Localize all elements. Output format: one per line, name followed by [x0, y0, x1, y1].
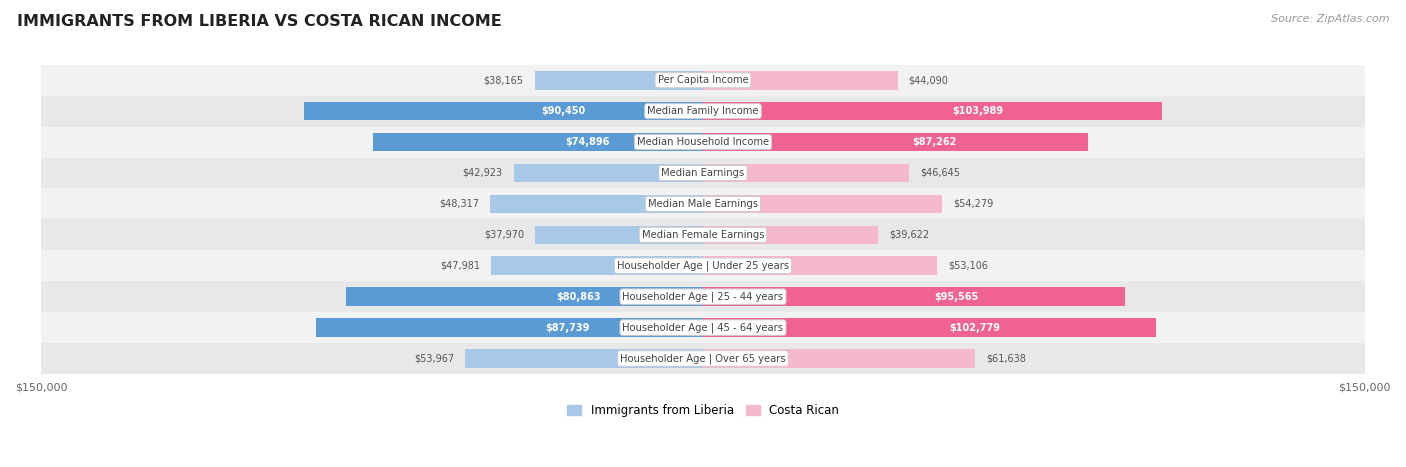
Text: $47,981: $47,981 [440, 261, 481, 271]
Bar [465, 349, 703, 368]
Bar [703, 349, 974, 368]
Bar [316, 318, 703, 337]
Bar [41, 219, 1365, 250]
Bar [536, 226, 703, 244]
Bar [703, 287, 1125, 306]
Text: $95,565: $95,565 [934, 292, 979, 302]
Text: Source: ZipAtlas.com: Source: ZipAtlas.com [1271, 14, 1389, 24]
Text: $80,863: $80,863 [555, 292, 600, 302]
Text: Median Earnings: Median Earnings [661, 168, 745, 178]
Text: Householder Age | 25 - 44 years: Householder Age | 25 - 44 years [623, 291, 783, 302]
Bar [703, 318, 1156, 337]
Bar [703, 102, 1161, 120]
Text: Per Capita Income: Per Capita Income [658, 75, 748, 85]
Bar [703, 256, 938, 275]
Bar [703, 164, 908, 182]
Text: Median Household Income: Median Household Income [637, 137, 769, 147]
Text: IMMIGRANTS FROM LIBERIA VS COSTA RICAN INCOME: IMMIGRANTS FROM LIBERIA VS COSTA RICAN I… [17, 14, 502, 29]
Bar [373, 133, 703, 151]
Text: Householder Age | Over 65 years: Householder Age | Over 65 years [620, 353, 786, 364]
Bar [346, 287, 703, 306]
Bar [41, 189, 1365, 219]
Bar [534, 71, 703, 90]
Text: $87,739: $87,739 [546, 323, 589, 333]
Text: $102,779: $102,779 [949, 323, 1001, 333]
Bar [41, 127, 1365, 157]
Text: $42,923: $42,923 [463, 168, 502, 178]
Text: $61,638: $61,638 [986, 354, 1026, 363]
Text: Householder Age | 45 - 64 years: Householder Age | 45 - 64 years [623, 322, 783, 333]
Bar [489, 195, 703, 213]
Text: $37,970: $37,970 [484, 230, 524, 240]
Text: $74,896: $74,896 [565, 137, 610, 147]
Bar [703, 195, 942, 213]
Text: $53,106: $53,106 [948, 261, 988, 271]
Text: $39,622: $39,622 [889, 230, 929, 240]
Bar [41, 96, 1365, 127]
Bar [513, 164, 703, 182]
Bar [304, 102, 703, 120]
Bar [41, 157, 1365, 189]
Bar [41, 65, 1365, 96]
Bar [703, 133, 1088, 151]
Text: $46,645: $46,645 [920, 168, 960, 178]
Text: $87,262: $87,262 [912, 137, 956, 147]
Text: $48,317: $48,317 [439, 199, 479, 209]
Text: Householder Age | Under 25 years: Householder Age | Under 25 years [617, 261, 789, 271]
Text: $44,090: $44,090 [908, 75, 949, 85]
Text: $53,967: $53,967 [413, 354, 454, 363]
Text: $54,279: $54,279 [953, 199, 994, 209]
Bar [703, 71, 897, 90]
Text: Median Male Earnings: Median Male Earnings [648, 199, 758, 209]
Text: $90,450: $90,450 [541, 106, 585, 116]
Bar [41, 250, 1365, 281]
Text: $38,165: $38,165 [484, 75, 523, 85]
Text: $103,989: $103,989 [953, 106, 1004, 116]
Bar [41, 343, 1365, 374]
Text: Median Family Income: Median Family Income [647, 106, 759, 116]
Bar [703, 226, 877, 244]
Bar [491, 256, 703, 275]
Bar [41, 312, 1365, 343]
Bar [41, 281, 1365, 312]
Legend: Immigrants from Liberia, Costa Rican: Immigrants from Liberia, Costa Rican [562, 399, 844, 422]
Text: Median Female Earnings: Median Female Earnings [641, 230, 765, 240]
